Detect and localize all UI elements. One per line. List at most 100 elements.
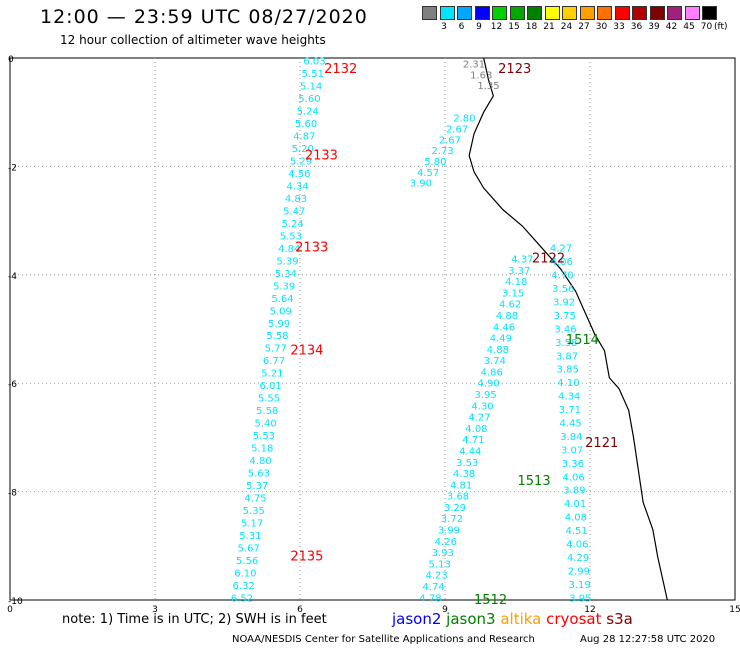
wave-height-label: 2.67 xyxy=(446,124,468,135)
wave-height-label: 4.56 xyxy=(288,169,310,180)
wave-height-label: 3.75 xyxy=(554,311,576,322)
pass-number-label: 2123 xyxy=(498,62,531,77)
wave-height-label: 5.56 xyxy=(236,556,258,567)
wave-height-label: 3.72 xyxy=(441,514,463,525)
footer-note: note: 1) Time is in UTC; 2) SWH is in fe… xyxy=(62,612,327,627)
colorbar-tick: 70 xyxy=(700,22,713,32)
colorbar-cell xyxy=(632,6,647,20)
wave-height-label: 4.45 xyxy=(560,418,582,429)
wave-height-label: 4.06 xyxy=(563,472,585,483)
wave-height-label: 5.64 xyxy=(271,294,293,305)
wave-height-label: 5.60 xyxy=(295,119,317,130)
pass-number-label: 2132 xyxy=(324,62,357,77)
pass-number-label: 2134 xyxy=(290,344,323,359)
wave-height-label: 4.08 xyxy=(565,513,587,524)
y-tick-label: -10 xyxy=(8,597,23,607)
wave-height-label: 4.86 xyxy=(481,367,503,378)
wave-height-label: 5.20 xyxy=(292,144,314,155)
wave-height-label: 5.29 xyxy=(290,157,312,168)
wave-height-label: 3.56 xyxy=(552,284,574,295)
wave-height-label: 4.06 xyxy=(551,257,573,268)
wave-height-label: 3.37 xyxy=(508,266,530,277)
wave-height-label: 4.27 xyxy=(468,413,490,424)
y-tick-label: -6 xyxy=(8,380,17,390)
wave-height-label: 3.95 xyxy=(474,390,496,401)
wave-height-label: 3.15 xyxy=(502,288,524,299)
wave-height-label: 4.06 xyxy=(566,540,588,551)
wave-height-label: 6.03 xyxy=(303,57,325,68)
wave-height-label: 5.14 xyxy=(300,82,322,93)
colorbar-tick: 33 xyxy=(613,22,625,32)
colorbar-tick: 45 xyxy=(683,22,695,32)
satellite-legend: jason2 jason3 altika cryosat s3a xyxy=(392,610,633,628)
wave-height-label: 4.88 xyxy=(496,311,518,322)
credit-text: NOAA/NESDIS Center for Satellite Applica… xyxy=(232,634,535,645)
wave-height-label: 5.09 xyxy=(270,306,292,317)
wave-height-label: 5.39 xyxy=(276,256,298,267)
wave-height-label: 1.35 xyxy=(477,81,499,92)
wave-height-label: 4.37 xyxy=(511,255,533,266)
colorbar-tick: 27 xyxy=(578,22,590,32)
x-tick-label: 3 xyxy=(152,605,158,615)
wave-height-label: 5.24 xyxy=(297,107,319,118)
wave-height-label: 4.46 xyxy=(493,322,515,333)
generated-timestamp: Aug 28 12:27:58 UTC 2020 xyxy=(580,634,716,645)
wave-height-label: 4.87 xyxy=(293,132,315,143)
y-tick-label: -8 xyxy=(8,489,17,499)
colorbar-unit: (ft) xyxy=(714,22,728,32)
colorbar-cell xyxy=(439,6,455,20)
wave-height-label: 5.24 xyxy=(281,219,303,230)
wave-height-label: 5.77 xyxy=(265,344,287,355)
colorbar-cell xyxy=(457,6,472,20)
wave-height-label: 3.58 xyxy=(555,338,577,349)
wave-height-label: 4.34 xyxy=(558,392,580,403)
wave-height-label: 4.26 xyxy=(435,537,457,548)
wave-height-label: 3.71 xyxy=(559,405,581,416)
wave-height-label: 5.34 xyxy=(275,269,297,280)
colorbar-tick: 18 xyxy=(525,22,538,32)
wave-height-label: 3.89 xyxy=(563,486,585,497)
pass-number-label: 2135 xyxy=(290,550,323,565)
wave-height-label: 3.95 xyxy=(569,593,591,604)
wave-height-label: 4.90 xyxy=(478,379,500,390)
wave-height-label: 3.92 xyxy=(553,297,575,308)
colorbar-tick: 30 xyxy=(595,22,608,32)
y-tick-label: -2 xyxy=(8,163,17,173)
wave-height-label: 4.30 xyxy=(471,401,493,412)
wave-height-label: 4.34 xyxy=(287,181,309,192)
wave-height-label: 3.36 xyxy=(562,459,584,470)
wave-height-label: 4.74 xyxy=(422,582,444,593)
wave-height-label: 5.80 xyxy=(424,157,446,168)
wave-height-label: 5.18 xyxy=(251,444,273,455)
wave-height-label: 4.71 xyxy=(462,435,484,446)
wave-height-label: 4.29 xyxy=(567,553,589,564)
colorbar-cell xyxy=(509,6,525,20)
colorbar-tick: 36 xyxy=(630,22,643,32)
wave-height-label: 4.75 xyxy=(244,493,266,504)
wave-height-label: 2.67 xyxy=(439,135,461,146)
wave-height-label: 5.40 xyxy=(254,419,276,430)
wave-height-label: 5.55 xyxy=(258,394,280,405)
map-title: 12:00 — 23:59 UTC 08/27/2020 xyxy=(40,6,368,28)
colorbar-cell xyxy=(492,6,507,20)
map-subtitle: 12 hour collection of altimeter wave hei… xyxy=(60,33,326,47)
wave-height-label: 2.99 xyxy=(568,566,590,577)
wave-height-label: 5.13 xyxy=(429,559,451,570)
wave-height-label: 6.77 xyxy=(263,356,285,367)
wave-height-label: 4.18 xyxy=(505,277,527,288)
colorbar-cell xyxy=(527,6,542,20)
wave-height-label: 4.84 xyxy=(278,244,300,255)
colorbar-cell xyxy=(614,6,630,20)
wave-height-label: 3.93 xyxy=(432,548,454,559)
wave-height-label: 3.19 xyxy=(568,580,590,591)
wave-height-label: 5.35 xyxy=(243,506,265,517)
pass-number-label: 2121 xyxy=(585,436,618,451)
x-tick-label: 15 xyxy=(729,605,740,615)
wave-height-label: 3.84 xyxy=(560,432,582,443)
pass-number-label: 1512 xyxy=(474,593,507,608)
wave-height-label: 3.85 xyxy=(557,365,579,376)
colorbar-tick: 9 xyxy=(476,22,482,32)
pass-number-label: 1513 xyxy=(518,474,551,489)
wave-height-label: 4.81 xyxy=(450,480,472,491)
wave-height-label: 3.53 xyxy=(456,458,478,469)
